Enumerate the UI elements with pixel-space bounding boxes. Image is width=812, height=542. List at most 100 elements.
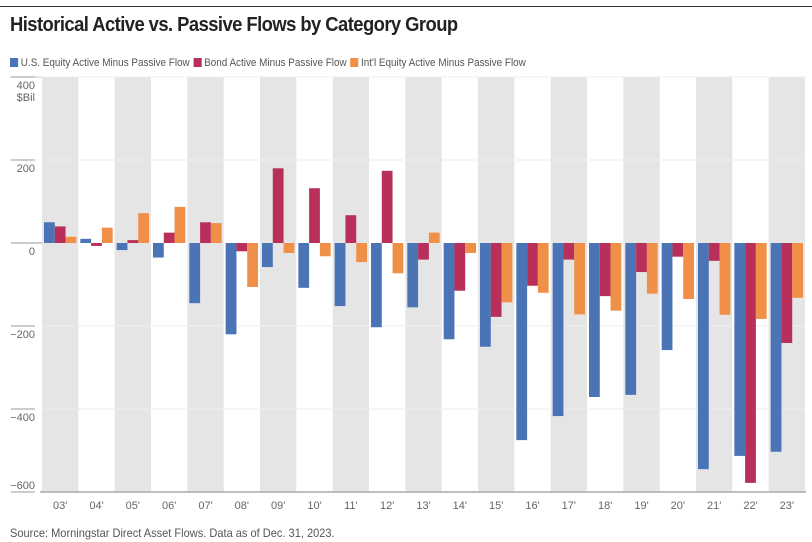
bar-bond	[200, 222, 211, 243]
bar-bond	[599, 243, 611, 297]
bar-intl-equity	[792, 243, 803, 298]
bar-us-equity	[80, 238, 92, 243]
bar-intl-equity	[101, 227, 113, 243]
bar-intl-equity	[283, 243, 295, 253]
xtick-label: 18'	[598, 500, 612, 512]
bar-intl-equity	[610, 243, 622, 311]
ytick-label: 0	[29, 246, 35, 258]
bar-intl-equity	[392, 243, 404, 274]
xtick-label: 04'	[89, 500, 103, 512]
xtick-label: 20'	[671, 500, 685, 512]
bar-bond	[636, 243, 647, 273]
bar-bond	[381, 170, 393, 243]
legend-item-bond: Bond Active Minus Passive Flow	[193, 57, 347, 69]
bar-us-equity	[334, 243, 346, 307]
legend-label: Bond Active Minus Passive Flow	[204, 57, 347, 69]
xtick-label: 06'	[162, 500, 176, 512]
bar-us-equity	[661, 243, 673, 351]
bar-us-equity	[625, 243, 637, 395]
xtick-label: 15'	[489, 500, 503, 512]
xtick-label: 03'	[53, 500, 67, 512]
bar-bond	[236, 243, 248, 252]
bar-intl-equity	[501, 243, 513, 303]
legend-item-intl-equity: Int'l Equity Active Minus Passive Flow	[350, 57, 526, 69]
bar-us-equity	[407, 243, 419, 308]
bar-intl-equity	[537, 243, 549, 293]
xtick-label: 22'	[743, 500, 757, 512]
xtick-label: 13'	[416, 500, 430, 512]
bar-us-equity	[116, 243, 128, 251]
bar-intl-equity	[356, 243, 367, 263]
bar-bond	[490, 243, 502, 317]
column-band	[114, 77, 151, 492]
xtick-label: 11'	[344, 500, 358, 512]
column-band	[42, 77, 79, 492]
bar-us-equity	[189, 243, 201, 304]
xtick-label: 09'	[271, 500, 285, 512]
column-band	[260, 77, 297, 492]
chart-title: Historical Active vs. Passive Flows by C…	[10, 14, 458, 36]
ytick-label: 200	[17, 163, 35, 175]
bar-bond	[54, 226, 66, 243]
bar-intl-equity	[755, 243, 767, 319]
bar-bond	[745, 243, 756, 483]
bar-intl-equity	[465, 243, 476, 253]
bar-us-equity	[153, 243, 164, 258]
bar-intl-equity	[247, 243, 258, 287]
bar-bond	[672, 243, 684, 257]
bar-bond	[91, 243, 102, 246]
bar-us-equity	[770, 243, 782, 452]
bar-us-equity	[443, 243, 455, 340]
top-rule	[0, 6, 812, 7]
xtick-label: 05'	[126, 500, 140, 512]
xtick-label: 14'	[453, 500, 467, 512]
bar-intl-equity	[65, 236, 77, 243]
legend-item-us-equity: U.S. Equity Active Minus Passive Flow	[10, 57, 190, 69]
xtick-label: 19'	[634, 500, 648, 512]
bar-bond	[127, 240, 139, 243]
bar-intl-equity	[428, 232, 440, 243]
bar-us-equity	[44, 222, 55, 243]
xtick-label: 12'	[380, 500, 394, 512]
bar-intl-equity	[319, 243, 331, 257]
bar-intl-equity	[138, 213, 149, 243]
xtick-label: 10'	[307, 500, 321, 512]
legend-swatch-intl	[350, 58, 359, 67]
ytick-label: 400	[17, 80, 35, 92]
legend-swatch-bond	[193, 58, 202, 67]
bar-bond	[163, 232, 175, 243]
xtick-label: 16'	[525, 500, 539, 512]
bar-us-equity	[589, 243, 600, 397]
bar-intl-equity	[646, 243, 658, 294]
xtick-label: 07'	[198, 500, 212, 512]
ytick-label: −200	[10, 329, 35, 341]
bar-intl-equity	[683, 243, 694, 300]
bar-bond	[781, 243, 793, 344]
xtick-label: 23'	[780, 500, 794, 512]
bar-bond	[563, 243, 575, 260]
bar-us-equity	[552, 243, 564, 417]
bar-intl-equity	[719, 243, 731, 315]
bar-us-equity	[698, 243, 709, 470]
bar-us-equity	[262, 243, 273, 268]
bar-bond	[345, 215, 357, 243]
bar-us-equity	[225, 243, 237, 335]
ytick-label: −400	[10, 412, 35, 424]
y-axis-unit: $Bil	[17, 92, 35, 104]
bar-us-equity	[480, 243, 491, 347]
legend-label: U.S. Equity Active Minus Passive Flow	[20, 57, 190, 69]
bar-intl-equity	[174, 206, 186, 243]
bar-intl-equity	[574, 243, 585, 315]
bar-intl-equity	[210, 223, 222, 243]
source-note: Source: Morningstar Direct Asset Flows. …	[10, 526, 335, 540]
bar-bond	[272, 168, 284, 243]
xtick-label: 17'	[562, 500, 576, 512]
bar-bond	[309, 188, 320, 243]
bar-us-equity	[516, 243, 528, 441]
xtick-label: 21'	[707, 500, 721, 512]
bar-bond	[527, 243, 538, 286]
ytick-label: −600	[10, 480, 35, 492]
legend-swatch-us	[10, 58, 19, 67]
bar-us-equity	[298, 243, 310, 288]
